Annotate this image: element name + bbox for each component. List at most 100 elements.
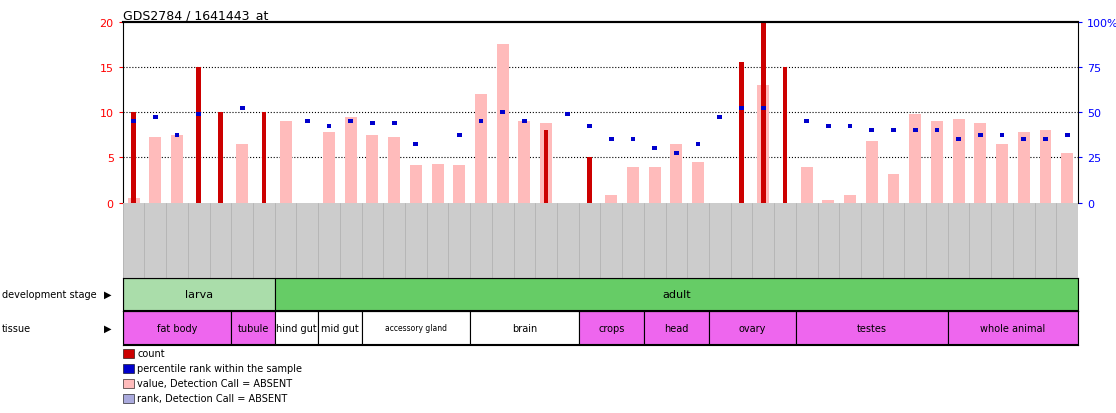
- Text: whole animal: whole animal: [980, 323, 1046, 333]
- Bar: [1065, 133, 1069, 138]
- Bar: [866, 142, 878, 203]
- Bar: [519, 122, 530, 203]
- Bar: [240, 107, 244, 110]
- Bar: [123, 312, 231, 344]
- Bar: [475, 95, 487, 203]
- Bar: [453, 165, 465, 203]
- Bar: [275, 279, 1078, 310]
- Bar: [345, 117, 357, 203]
- Bar: [497, 45, 509, 203]
- Bar: [362, 312, 470, 344]
- Bar: [196, 68, 201, 203]
- Bar: [587, 158, 591, 203]
- Bar: [891, 129, 896, 133]
- Text: brain: brain: [512, 323, 537, 333]
- Text: ovary: ovary: [739, 323, 766, 333]
- Text: count: count: [137, 348, 165, 358]
- Text: accessory gland: accessory gland: [385, 323, 446, 332]
- Bar: [196, 113, 201, 117]
- Bar: [348, 120, 353, 124]
- Bar: [674, 152, 679, 156]
- Bar: [132, 120, 136, 124]
- Bar: [605, 196, 617, 203]
- Bar: [366, 135, 378, 203]
- Bar: [796, 312, 947, 344]
- Bar: [739, 63, 743, 203]
- Bar: [848, 124, 853, 128]
- Bar: [318, 312, 362, 344]
- Bar: [934, 129, 940, 133]
- Bar: [978, 133, 983, 138]
- Bar: [1061, 154, 1074, 203]
- Bar: [709, 312, 796, 344]
- Bar: [275, 312, 318, 344]
- Bar: [826, 124, 830, 128]
- Bar: [692, 163, 704, 203]
- Bar: [782, 68, 787, 203]
- Text: rank, Detection Call = ABSENT: rank, Detection Call = ABSENT: [137, 393, 288, 403]
- Bar: [587, 124, 591, 128]
- Text: percentile rank within the sample: percentile rank within the sample: [137, 363, 302, 373]
- Bar: [132, 183, 136, 187]
- Bar: [652, 147, 657, 151]
- Bar: [648, 167, 661, 203]
- Bar: [388, 137, 401, 203]
- Bar: [761, 23, 766, 203]
- Text: development stage: development stage: [2, 290, 97, 299]
- Bar: [1043, 138, 1048, 142]
- Text: ▶: ▶: [104, 323, 112, 333]
- Text: larva: larva: [184, 290, 213, 299]
- Text: GDS2784 / 1641443_at: GDS2784 / 1641443_at: [123, 9, 268, 21]
- Bar: [1039, 131, 1051, 203]
- Bar: [231, 312, 275, 344]
- Bar: [543, 131, 548, 203]
- Bar: [631, 138, 635, 142]
- Bar: [805, 120, 809, 124]
- Bar: [261, 113, 266, 203]
- Bar: [910, 115, 921, 203]
- Bar: [327, 124, 331, 128]
- Bar: [500, 111, 506, 115]
- Bar: [844, 196, 856, 203]
- Bar: [718, 116, 722, 119]
- Bar: [413, 142, 418, 147]
- Text: tubule: tubule: [238, 323, 269, 333]
- Bar: [540, 124, 552, 203]
- Bar: [123, 279, 275, 310]
- Bar: [1000, 133, 1004, 138]
- Text: crops: crops: [598, 323, 625, 333]
- Bar: [237, 145, 248, 203]
- Bar: [887, 174, 899, 203]
- Bar: [579, 312, 644, 344]
- Bar: [127, 199, 140, 203]
- Bar: [174, 133, 180, 138]
- Bar: [739, 107, 744, 110]
- Text: fat body: fat body: [157, 323, 198, 333]
- Bar: [822, 200, 835, 203]
- Bar: [470, 312, 579, 344]
- Bar: [566, 113, 570, 117]
- Bar: [522, 120, 527, 124]
- Bar: [392, 122, 396, 126]
- Bar: [219, 113, 223, 203]
- Bar: [761, 107, 766, 110]
- Bar: [671, 145, 682, 203]
- Bar: [953, 120, 964, 203]
- Bar: [410, 165, 422, 203]
- Bar: [913, 129, 917, 133]
- Bar: [956, 138, 961, 142]
- Bar: [758, 86, 769, 203]
- Bar: [974, 124, 987, 203]
- Bar: [627, 168, 639, 203]
- Bar: [947, 312, 1078, 344]
- Bar: [644, 312, 709, 344]
- Bar: [280, 122, 291, 203]
- Bar: [150, 137, 162, 203]
- Bar: [609, 138, 614, 142]
- Text: head: head: [664, 323, 689, 333]
- Bar: [479, 120, 483, 124]
- Text: ▶: ▶: [104, 290, 112, 299]
- Bar: [931, 122, 943, 203]
- Bar: [132, 113, 136, 203]
- Bar: [800, 167, 812, 203]
